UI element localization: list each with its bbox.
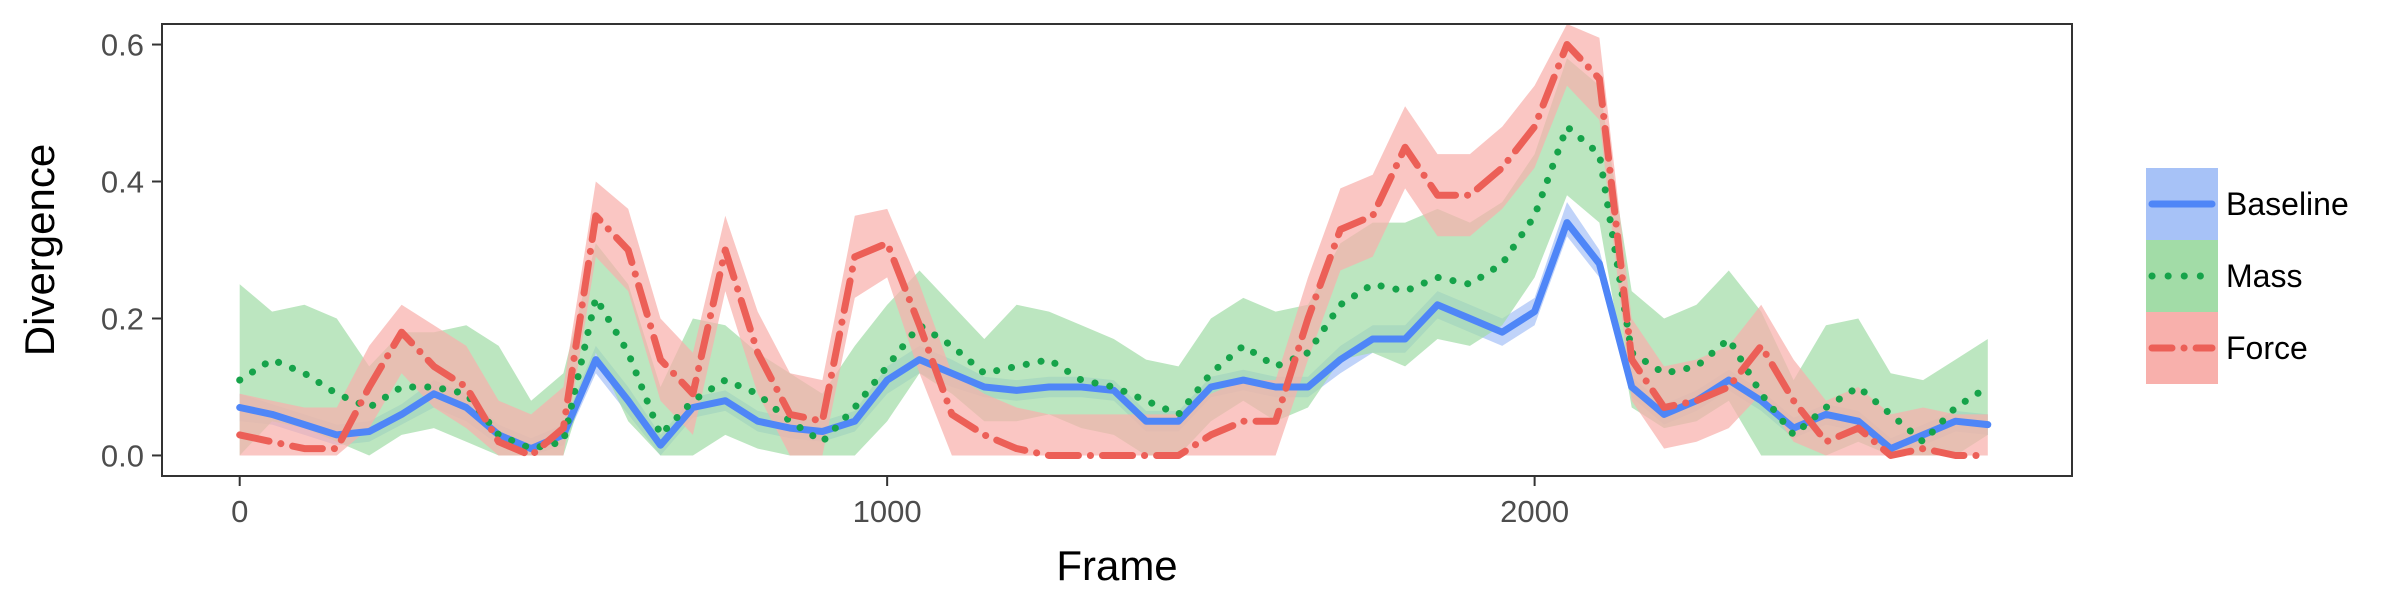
y-axis-title: Divergence: [16, 144, 63, 356]
y-tick-label: 0.0: [101, 438, 144, 473]
x-tick-label: 2000: [1500, 494, 1569, 529]
x-axis: 0 1000 2000: [231, 476, 1569, 529]
series-lines: [236, 41, 1992, 459]
force-series-line: [236, 41, 1992, 459]
y-axis: 0.0 0.2 0.4 0.6: [101, 28, 162, 473]
y-tick-label: 0.2: [101, 301, 144, 336]
plot-panel-border: [161, 23, 2073, 477]
y-tick-label: 0.6: [101, 28, 144, 63]
x-tick-label: 0: [231, 494, 248, 529]
y-tick-label: 0.4: [101, 165, 144, 200]
x-axis-title: Frame: [1056, 542, 1177, 589]
legend-label-baseline: Baseline: [2226, 186, 2349, 222]
legend-label-force: Force: [2226, 330, 2308, 366]
legend: Baseline Mass Force: [2146, 168, 2349, 384]
legend-label-mass: Mass: [2226, 258, 2302, 294]
x-tick-label: 1000: [853, 494, 922, 529]
force-confidence-band: [239, 24, 1988, 456]
